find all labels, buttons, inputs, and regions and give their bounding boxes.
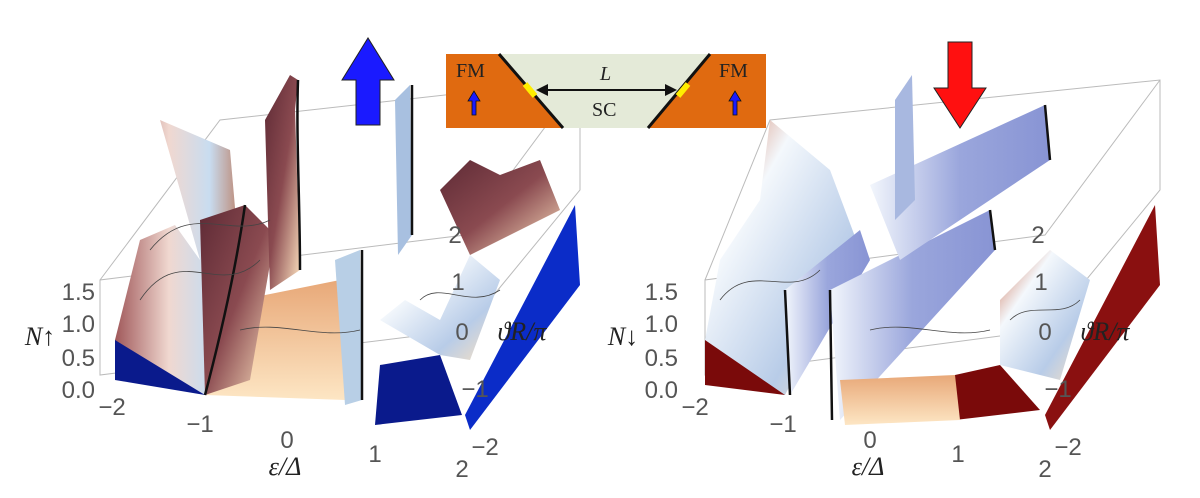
magnetization-up-arrow-icon: [728, 90, 742, 116]
y-tick-label: −2: [1054, 434, 1081, 461]
z-tick-label: 0.0: [62, 377, 95, 404]
surface-patch: [440, 160, 560, 255]
length-label: L: [599, 63, 611, 85]
y-tick-label: 2: [1031, 222, 1044, 249]
surface-wall: [895, 75, 915, 220]
x-tick-label: 1: [368, 441, 381, 468]
sc-label: SC: [592, 99, 616, 121]
spin-up-arrow-icon: [341, 37, 395, 126]
magnetization-up-arrow-icon: [467, 90, 481, 116]
fm-left-label: FM: [456, 60, 485, 82]
x-tick-label: 0: [863, 427, 876, 454]
surface-patch: [380, 255, 500, 360]
z-tick-label: 0.0: [645, 377, 678, 404]
surface-wall: [265, 75, 300, 290]
x-tick-label: 2: [455, 456, 468, 483]
y-tick-label: −1: [1044, 376, 1071, 403]
surface-wall: [870, 105, 1050, 260]
axis-labels: −2−1012−2−10120.00.51.01.5ε/ΔϑR/πN↑−2−10…: [24, 222, 1131, 483]
z-axis-label: N↑: [24, 322, 55, 351]
z-tick-label: 1.5: [62, 279, 95, 306]
mesh-lines: [719, 269, 1081, 334]
side-wall: [465, 205, 580, 430]
y-tick-label: 2: [448, 222, 461, 249]
y-tick-label: −2: [471, 434, 498, 461]
x-tick-label: 1: [951, 441, 964, 468]
y-tick-label: 0: [1038, 319, 1051, 346]
y-tick-label: 1: [1034, 269, 1047, 296]
surface-wall: [200, 205, 275, 395]
junction-schematic: FM FM L SC: [446, 53, 766, 129]
z-tick-label: 0.5: [645, 345, 678, 372]
fm-right-label: FM: [719, 60, 748, 82]
y-tick-label: 1: [451, 269, 464, 296]
surface-wall: [830, 210, 995, 420]
z-tick-label: 1.0: [62, 311, 95, 338]
surface-wall: [785, 230, 870, 395]
length-arrowhead-left: [536, 84, 548, 96]
z-axis-label: N↓: [607, 322, 638, 351]
x-axis-label: ε/Δ: [852, 452, 885, 481]
x-axis-label: ε/Δ: [269, 452, 302, 481]
base-wall: [955, 365, 1040, 420]
surface-patch: [1000, 250, 1090, 380]
mesh-lines: [139, 219, 501, 334]
surface-wall: [335, 250, 362, 405]
x-tick-label: −1: [769, 411, 796, 438]
x-tick-label: 0: [280, 427, 293, 454]
y-axis-label: ϑR/π: [1081, 317, 1131, 346]
y-tick-label: 0: [455, 319, 468, 346]
length-arrowhead-right: [665, 84, 677, 96]
surface-patch: [840, 375, 960, 425]
surface-wall: [395, 85, 412, 255]
interface-marker-right: [675, 82, 691, 98]
z-tick-label: 1.0: [645, 311, 678, 338]
x-tick-label: −2: [681, 394, 708, 421]
interface-marker-left: [522, 82, 538, 98]
spin-down-arrow-icon: [933, 41, 987, 129]
y-axis-label: ϑR/π: [498, 317, 548, 346]
z-tick-label: 0.5: [62, 345, 95, 372]
side-wall: [1045, 205, 1160, 430]
x-tick-label: −2: [98, 394, 125, 421]
x-tick-label: 2: [1038, 456, 1051, 483]
right-surface-plot: [704, 41, 1161, 430]
x-tick-label: −1: [186, 411, 213, 438]
ridge-line: [783, 104, 1052, 421]
surface-patch: [705, 120, 860, 395]
base-wall: [375, 355, 462, 425]
z-tick-label: 1.5: [645, 279, 678, 306]
left-surface-plot: [99, 37, 581, 430]
ridge-line: [203, 79, 414, 400]
y-tick-label: −1: [461, 376, 488, 403]
